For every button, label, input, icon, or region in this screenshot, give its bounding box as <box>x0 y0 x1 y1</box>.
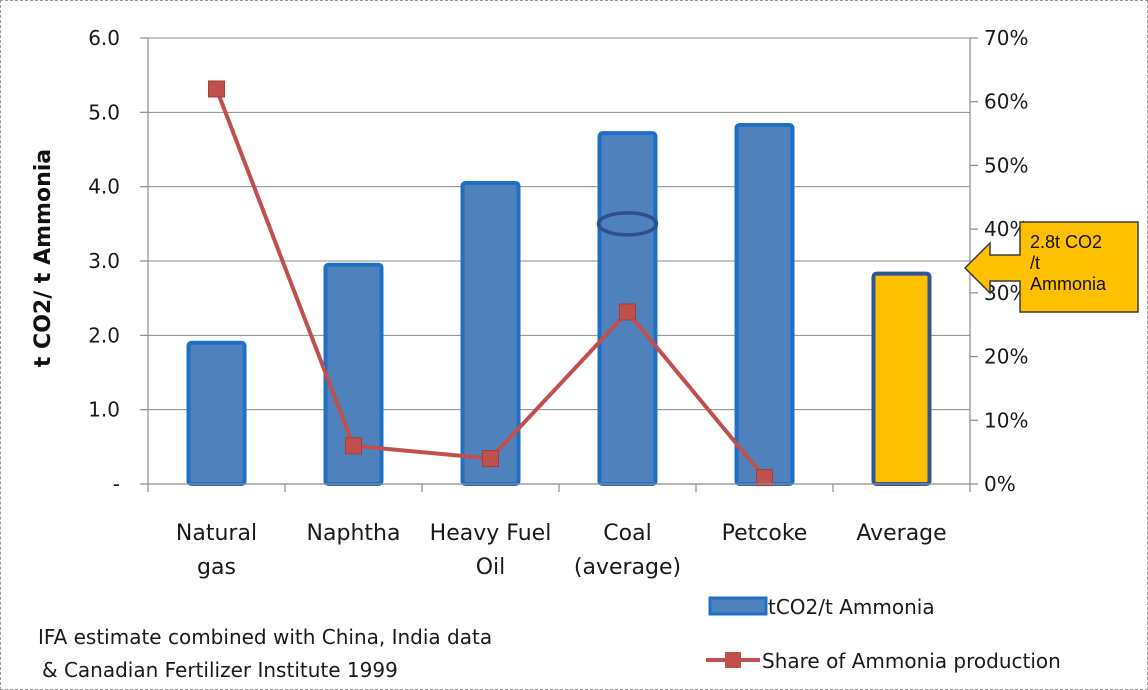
category-label-3-0: Coal <box>603 521 651 546</box>
legend-bar-swatch <box>708 596 768 616</box>
legend-bar-label: tCO2/t Ammonia <box>768 595 935 619</box>
right-tick-label-6: 60% <box>984 90 1028 114</box>
line-series <box>208 80 773 487</box>
right-tick-label-0: 0% <box>984 472 1016 496</box>
legend-line-marker <box>725 652 741 668</box>
share-marker-1 <box>345 437 362 455</box>
left-tick-label-4: 4.0 <box>88 175 120 199</box>
callout-text-1: /t <box>1030 253 1040 273</box>
callout-text-0: 2.8t CO2 <box>1030 232 1102 252</box>
left-tick-label-6: 6.0 <box>88 26 120 50</box>
note-line-1: & Canadian Fertilizer Institute 1999 <box>42 658 398 682</box>
category-label-3-1: (average) <box>574 555 681 580</box>
right-tick-label-2: 20% <box>984 345 1028 369</box>
legend-line-label: Share of Ammonia production <box>762 649 1061 673</box>
right-tick-label-5: 50% <box>984 153 1028 177</box>
category-label-2-1: Oil <box>476 555 506 580</box>
category-label-0-1: gas <box>197 555 236 580</box>
legend: tCO2/t Ammonia Share of Ammonia productio… <box>706 595 1061 673</box>
highlight-ellipse-layer <box>596 211 659 237</box>
share-marker-3 <box>619 303 636 321</box>
callout-text-2: Ammonia <box>1030 274 1107 294</box>
highlight-ellipse <box>596 211 659 237</box>
y-axis-label: t CO2/ t Ammonia <box>31 149 56 367</box>
left-tick-label-5: 5.0 <box>88 100 120 124</box>
bar-4 <box>734 122 795 486</box>
bar-0 <box>186 340 247 486</box>
category-label-0-0: Natural <box>176 521 257 546</box>
left-tick-label-3: 3.0 <box>88 249 120 273</box>
category-label-5-0: Average <box>856 521 946 546</box>
left-tick-label-2: 2.0 <box>88 323 120 347</box>
right-tick-label-7: 70% <box>984 26 1028 50</box>
share-marker-4 <box>756 469 773 487</box>
right-tick-label-1: 10% <box>984 408 1028 432</box>
category-label-1-0: Naphtha <box>307 521 401 546</box>
category-label-2-0: Heavy Fuel <box>430 521 552 546</box>
category-label-4-0: Petcoke <box>722 521 808 546</box>
left-tick-label-0: - <box>113 472 120 496</box>
share-marker-0 <box>208 80 225 98</box>
axes <box>140 37 978 492</box>
bar-series <box>186 122 932 487</box>
source-note: IFA estimate combined with China, India … <box>38 625 492 682</box>
right-tick-labels: 0%10%20%30%40%50%60%70% <box>984 26 1028 496</box>
left-tick-labels: - 1.0 2.0 3.0 4.0 5.0 6.0 <box>88 26 120 496</box>
grid-lines <box>148 37 970 411</box>
note-line-0: IFA estimate combined with China, India … <box>38 625 492 649</box>
callout-arrow <box>963 221 1139 313</box>
category-labels: Natural gas Naphtha Heavy Fuel Oil Coal (avera… <box>176 521 947 580</box>
left-tick-label-1: 1.0 <box>88 398 120 422</box>
share-marker-2 <box>482 450 499 468</box>
bar-5 <box>871 271 932 486</box>
